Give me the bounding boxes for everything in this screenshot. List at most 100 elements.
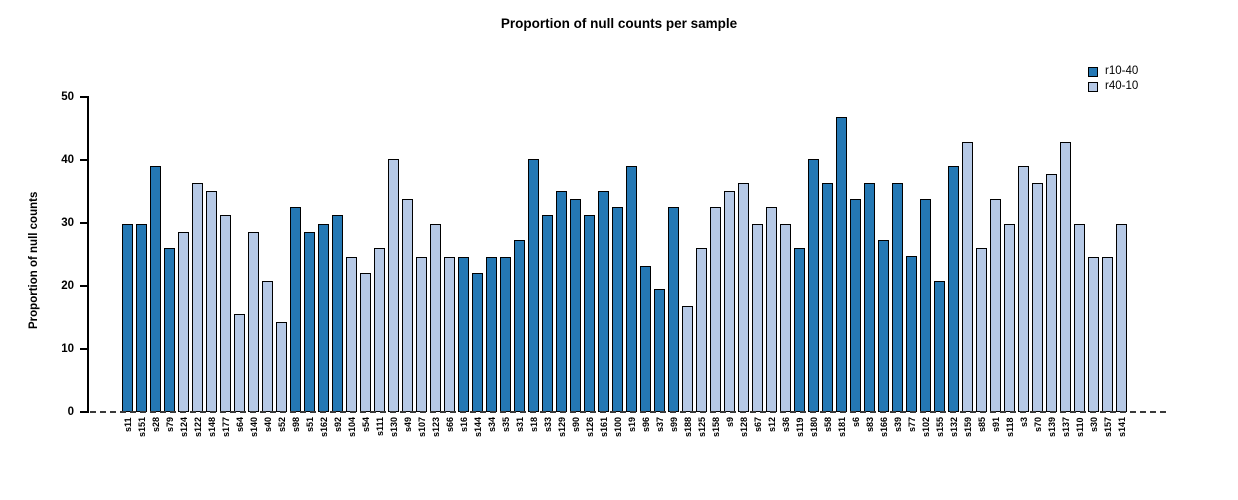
x-tick-label-s148: s148 [206,417,217,438]
x-tick-label-s34: s34 [486,417,497,433]
bar-s130 [388,158,399,412]
x-tick-label-s33: s33 [542,417,553,433]
x-tick-label-s130: s130 [388,417,399,438]
x-tick-label-s30: s30 [1088,417,1099,433]
bar-s30 [1088,257,1099,412]
legend-swatch-light [1088,81,1098,92]
bar-s33 [542,215,553,412]
x-tick-label-s90: s90 [570,417,581,433]
x-tick-label-s92: s92 [332,417,343,433]
bar-s98 [290,207,301,412]
bar-s144 [472,272,483,412]
zero-baseline-dashed-line [90,410,1167,413]
x-tick-label-s3: s3 [1018,417,1029,428]
bar-s166 [878,240,889,412]
bar-s90 [570,199,581,412]
bar-s92 [332,215,343,412]
x-tick-label-s18: s18 [528,417,539,433]
bar-s85 [976,248,987,412]
bar-s19 [626,166,637,412]
x-tick-label-s79: s79 [164,417,175,433]
x-tick-label-s139: s139 [1046,417,1057,438]
x-tick-label-s52: s52 [276,417,287,433]
bar-s67 [752,224,763,412]
bar-s124 [178,232,189,412]
bar-s125 [696,248,707,412]
y-tick-mark [80,222,88,224]
legend-label-r40-10: r40-10 [1105,80,1139,92]
bar-s31 [514,240,525,412]
bar-s180 [808,158,819,412]
y-axis-title: Proportion of null counts [28,191,40,329]
x-tick-label-s125: s125 [696,417,707,438]
bar-s18 [528,158,539,412]
x-tick-label-s83: s83 [864,417,875,433]
x-tick-label-s107: s107 [416,417,427,438]
x-tick-label-s157: s157 [1102,417,1113,438]
y-tick-label: 30 [61,217,74,229]
bar-s36 [780,224,791,412]
bar-s119 [794,248,805,412]
legend-label-r10-40: r10-40 [1105,65,1139,77]
x-tick-label-s40: s40 [262,417,273,433]
x-tick-label-s119: s119 [794,417,805,437]
bar-s64 [234,313,245,412]
bar-s118 [1004,224,1015,412]
bar-s102 [920,199,931,412]
y-tick-label: 40 [61,154,74,166]
x-tick-label-s6: s6 [850,417,861,428]
bar-s3 [1018,166,1029,412]
bar-s122 [192,182,203,412]
y-tick-label: 20 [61,280,74,292]
x-tick-label-s11: s11 [122,417,133,432]
x-tick-label-s49: s49 [402,417,413,433]
bar-s77 [906,256,917,412]
bar-s111 [374,248,385,412]
bar-s162 [318,224,329,412]
bar-s157 [1102,257,1113,412]
bar-s123 [430,224,441,412]
x-tick-label-s9: s9 [724,417,735,428]
bar-s34 [486,257,497,412]
bar-s39 [892,182,903,412]
legend-item-r40-10: r40-10 [1088,79,1138,94]
x-tick-label-s158: s158 [710,417,721,438]
bar-s188 [682,305,693,412]
bar-s137 [1060,142,1071,412]
x-tick-label-s91: s91 [990,417,1001,433]
legend: r10-40 r40-10 [1088,64,1138,94]
x-tick-label-s110: s110 [1074,417,1085,437]
bar-s110 [1074,224,1085,412]
bar-s79 [164,248,175,412]
bar-s155 [934,280,945,412]
x-tick-label-s31: s31 [514,417,525,433]
x-tick-label-s37: s37 [654,417,665,433]
bar-s161 [598,190,609,412]
x-tick-label-s188: s188 [682,417,693,438]
y-tick-mark [80,159,88,161]
bar-s91 [990,199,1001,412]
x-tick-label-s16: s16 [458,417,469,433]
bar-s151 [136,224,147,412]
y-tick-mark [80,96,88,98]
x-tick-label-s51: s51 [304,417,315,433]
bar-s177 [220,214,231,412]
x-tick-label-s128: s128 [738,417,749,438]
bar-s96 [640,265,651,412]
bar-s104 [346,257,357,412]
bar-s49 [402,199,413,412]
bar-s83 [864,182,875,412]
bar-s52 [276,321,287,412]
bar-s99 [668,207,679,412]
x-tick-label-s100: s100 [612,417,623,438]
x-tick-label-s180: s180 [808,417,819,438]
bar-s70 [1032,182,1043,412]
bar-s139 [1046,174,1057,412]
x-tick-label-s129: s129 [556,417,567,438]
y-tick-mark [80,285,88,287]
bar-s37 [654,288,665,412]
legend-swatch-dark [1088,66,1098,77]
bar-s16 [458,257,469,412]
x-tick-label-s99: s99 [668,417,679,433]
bar-s12 [766,207,777,412]
